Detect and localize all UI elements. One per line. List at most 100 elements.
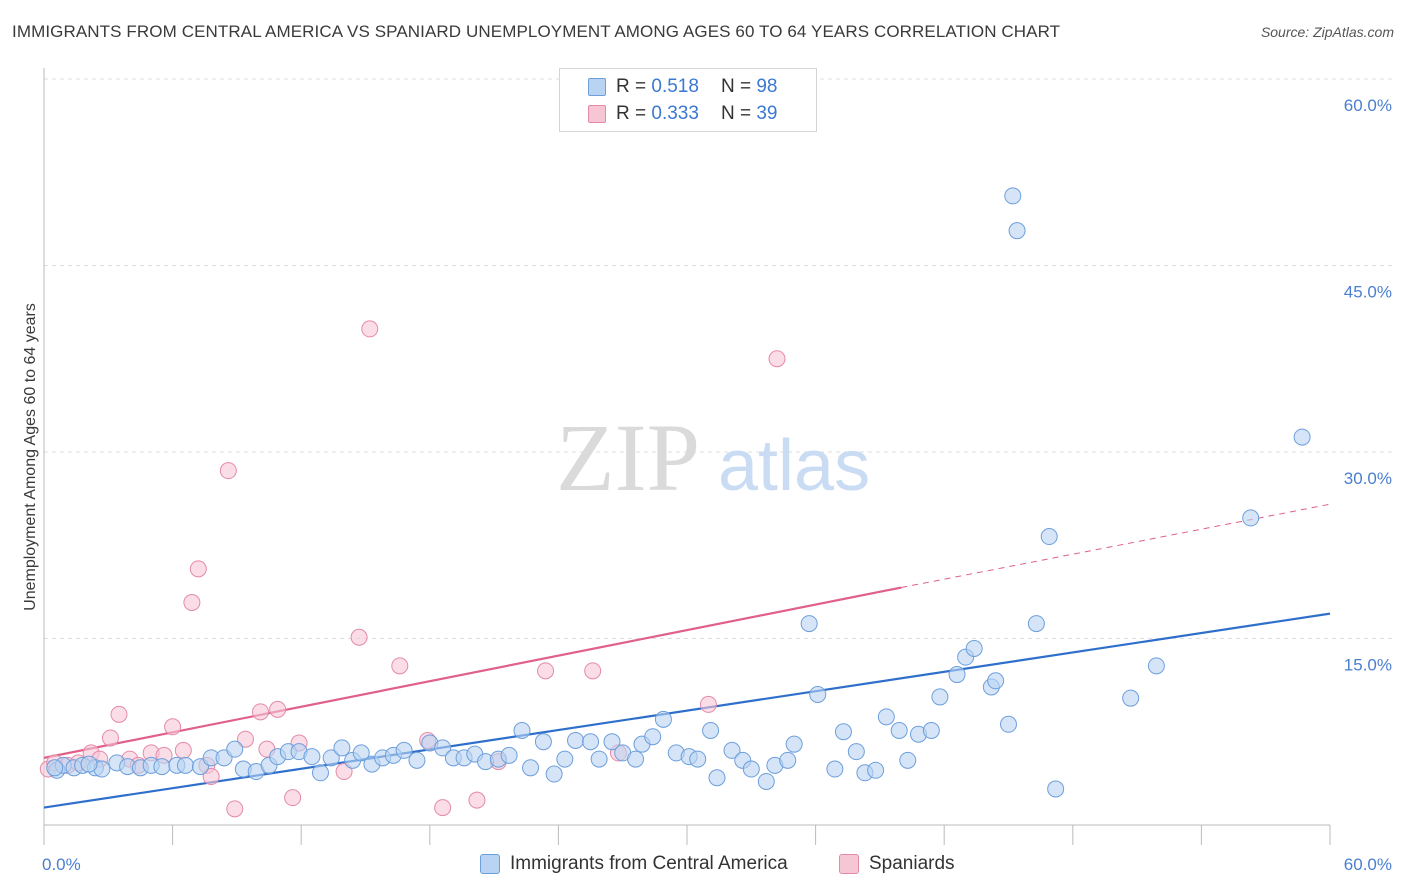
- point-spaniards: [101, 729, 119, 747]
- point-spaniards: [219, 462, 237, 480]
- point-central-america: [1242, 509, 1260, 527]
- legend-n-value: 98: [756, 76, 778, 97]
- trend-line-spaniards: [43, 586, 902, 759]
- point-central-america: [654, 710, 672, 728]
- point-spaniards: [350, 628, 368, 646]
- point-central-america: [834, 723, 852, 741]
- trend-line-spaniards-extension: [901, 503, 1331, 589]
- point-central-america: [1008, 222, 1026, 240]
- point-central-america: [590, 750, 608, 768]
- axes-layer: 15.0% 30.0% 45.0% 60.0% 0.0% 60.0%: [42, 68, 1392, 874]
- point-spaniards: [164, 718, 182, 736]
- y-axis-label: Unemployment Among Ages 60 to 64 years: [22, 303, 39, 611]
- point-central-america: [567, 731, 585, 749]
- point-central-america: [1040, 528, 1058, 546]
- legend-r-value: 0.518: [651, 76, 699, 97]
- point-central-america: [899, 751, 917, 769]
- legend-n-label: N =: [720, 103, 752, 124]
- source-credit: Source: ZipAtlas.com: [1260, 24, 1394, 40]
- point-spaniards: [236, 730, 254, 748]
- legend-row-central-america: R = 0.518 N = 98: [588, 75, 777, 99]
- bottom-legend-central-america: Immigrants from Central America: [480, 851, 788, 877]
- point-spaniards: [537, 662, 555, 680]
- point-spaniards: [584, 662, 602, 680]
- point-central-america: [513, 722, 531, 740]
- point-central-america: [408, 751, 426, 769]
- point-spaniards: [202, 768, 220, 786]
- point-central-america: [46, 759, 64, 777]
- point-spaniards: [183, 593, 201, 611]
- legend-r-label: R =: [616, 76, 647, 97]
- point-spaniards: [251, 703, 269, 721]
- point-spaniards: [434, 799, 452, 817]
- point-central-america: [627, 750, 645, 768]
- point-central-america: [500, 746, 518, 764]
- point-central-america: [742, 760, 760, 778]
- bottom-legend-swatch-pink: [839, 854, 859, 874]
- point-central-america: [434, 739, 452, 757]
- x-tick-label-min: 0.0%: [42, 855, 81, 874]
- point-central-america: [867, 761, 885, 779]
- point-spaniards: [768, 350, 786, 368]
- point-central-america: [689, 750, 707, 768]
- legend: R = 0.518 N = 98 R = 0.333 N = 39: [559, 68, 817, 132]
- watermark: ZIP atlas: [556, 404, 870, 511]
- point-central-america: [800, 615, 818, 633]
- point-central-america: [757, 772, 775, 790]
- legend-r-label: R =: [616, 103, 647, 124]
- watermark-atlas: atlas: [718, 426, 870, 506]
- bottom-legend-swatch-blue: [480, 854, 500, 874]
- point-central-america: [1122, 689, 1140, 707]
- point-central-america: [1027, 615, 1045, 633]
- point-spaniards: [110, 705, 128, 723]
- point-central-america: [322, 749, 340, 767]
- point-central-america: [931, 688, 949, 706]
- y-tick-label: 60.0%: [1344, 96, 1392, 115]
- point-central-america: [352, 744, 370, 762]
- point-central-america: [333, 739, 351, 757]
- point-spaniards: [335, 763, 353, 781]
- point-spaniards: [226, 800, 244, 818]
- point-central-america: [708, 769, 726, 787]
- point-spaniards: [269, 700, 287, 718]
- point-central-america: [522, 759, 540, 777]
- y-tick-label: 30.0%: [1344, 469, 1392, 488]
- point-central-america: [785, 735, 803, 753]
- point-central-america: [809, 685, 827, 703]
- watermark-zip: ZIP: [556, 404, 700, 511]
- point-central-america: [723, 741, 741, 759]
- point-central-america: [826, 760, 844, 778]
- point-central-america: [1004, 187, 1022, 205]
- trend-line-central-america: [43, 612, 1331, 809]
- point-central-america: [702, 722, 720, 740]
- point-spaniards: [468, 791, 486, 809]
- point-central-america: [877, 708, 895, 726]
- point-central-america: [1047, 780, 1065, 798]
- bottom-legend-label: Spaniards: [869, 853, 955, 874]
- legend-n-value: 39: [756, 103, 778, 124]
- point-central-america: [847, 743, 865, 761]
- point-spaniards: [361, 320, 379, 338]
- point-spaniards: [174, 741, 192, 759]
- y-tick-label: 45.0%: [1344, 283, 1392, 302]
- point-central-america: [965, 639, 983, 657]
- point-central-america: [1293, 428, 1311, 446]
- point-central-america: [1000, 715, 1017, 733]
- point-central-america: [1147, 657, 1165, 675]
- point-central-america: [153, 758, 171, 776]
- points-layer: [39, 187, 1311, 818]
- point-spaniards: [189, 560, 207, 578]
- point-central-america: [545, 765, 563, 783]
- point-central-america: [948, 666, 966, 684]
- point-spaniards: [391, 657, 409, 675]
- point-central-america: [534, 733, 552, 751]
- point-central-america: [922, 722, 940, 740]
- point-central-america: [603, 733, 621, 751]
- point-central-america: [987, 672, 1005, 690]
- legend-swatch-pink: [588, 105, 606, 123]
- legend-r-value: 0.333: [651, 103, 699, 124]
- bottom-legend-label: Immigrants from Central America: [510, 853, 788, 874]
- grid-layer: [44, 78, 1392, 639]
- point-spaniards: [284, 789, 302, 807]
